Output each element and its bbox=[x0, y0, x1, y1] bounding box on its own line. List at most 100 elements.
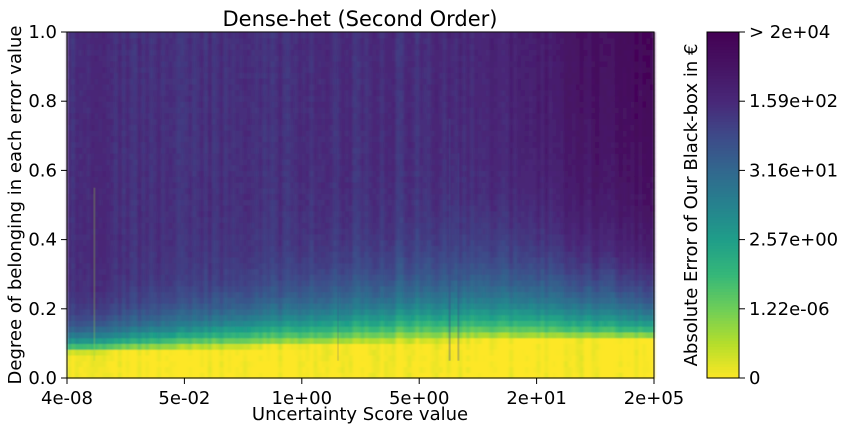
heatmap-cell bbox=[282, 66, 287, 73]
heatmap-cell bbox=[297, 331, 303, 339]
heatmap-cell bbox=[344, 199, 350, 206]
heatmap-cell bbox=[196, 60, 201, 68]
heatmap-cell bbox=[372, 239, 377, 246]
heatmap-cell bbox=[113, 210, 119, 218]
heatmap-cell bbox=[235, 228, 240, 235]
heatmap-cell bbox=[188, 268, 193, 275]
heatmap-cell bbox=[286, 233, 291, 241]
heatmap-cell bbox=[278, 262, 283, 270]
heatmap-cell bbox=[196, 228, 201, 235]
heatmap-cell bbox=[223, 308, 229, 316]
heatmap-cell bbox=[203, 147, 209, 154]
heatmap-cell bbox=[141, 228, 146, 235]
heatmap-cell bbox=[364, 49, 369, 56]
heatmap-cell bbox=[113, 256, 119, 264]
heatmap-cell bbox=[215, 251, 221, 258]
heatmap-cell bbox=[192, 326, 197, 333]
heatmap-cell bbox=[125, 112, 131, 120]
heatmap-cell bbox=[125, 285, 131, 293]
heatmap-cell bbox=[282, 60, 287, 68]
heatmap-cell bbox=[78, 176, 84, 183]
heatmap-cell bbox=[172, 268, 178, 275]
heatmap-cell bbox=[113, 164, 119, 171]
heatmap-cell bbox=[266, 354, 272, 362]
heatmap-cell bbox=[297, 118, 303, 125]
heatmap-cell bbox=[176, 216, 182, 223]
heatmap-cell bbox=[313, 233, 319, 241]
heatmap-cell bbox=[133, 251, 139, 258]
heatmap-cell bbox=[149, 153, 154, 160]
heatmap-cell bbox=[352, 147, 358, 154]
heatmap-cell bbox=[333, 101, 338, 108]
heatmap-cell bbox=[247, 49, 252, 56]
heatmap-cell bbox=[215, 141, 221, 148]
heatmap-cell bbox=[200, 308, 205, 316]
heatmap-cell bbox=[352, 37, 358, 45]
heatmap-cell bbox=[121, 130, 127, 137]
heatmap-cell bbox=[325, 256, 330, 264]
heatmap-cell bbox=[360, 83, 366, 91]
heatmap-cell bbox=[364, 274, 369, 281]
heatmap-cell bbox=[121, 210, 127, 218]
heatmap-cell bbox=[348, 349, 354, 356]
heatmap-cell bbox=[74, 101, 80, 108]
heatmap-cell bbox=[70, 187, 76, 195]
heatmap-cell bbox=[106, 72, 111, 79]
heatmap-cell bbox=[231, 239, 236, 246]
heatmap-cell bbox=[176, 256, 182, 264]
heatmap-cell bbox=[74, 158, 80, 166]
heatmap-cell bbox=[309, 60, 315, 68]
heatmap-cell bbox=[243, 349, 248, 356]
heatmap-cell bbox=[337, 308, 342, 316]
heatmap-cell bbox=[227, 308, 232, 316]
heatmap-cell bbox=[227, 297, 232, 304]
heatmap-cell bbox=[184, 372, 189, 379]
heatmap-cell bbox=[293, 118, 299, 125]
heatmap-cell bbox=[243, 360, 248, 368]
heatmap-cell bbox=[282, 297, 287, 304]
heatmap-cell bbox=[340, 78, 346, 85]
heatmap-cell bbox=[70, 181, 76, 189]
heatmap-cell bbox=[196, 130, 201, 137]
heatmap-cell bbox=[270, 43, 275, 50]
heatmap-cell bbox=[231, 49, 236, 56]
heatmap-cell bbox=[325, 245, 330, 252]
heatmap-cell bbox=[380, 147, 385, 154]
heatmap-cell bbox=[344, 158, 350, 166]
heatmap-cell bbox=[274, 49, 279, 56]
heatmap-cell bbox=[82, 308, 88, 316]
heatmap-cell bbox=[250, 210, 256, 218]
heatmap-cell bbox=[372, 274, 377, 281]
heatmap-cell bbox=[67, 95, 72, 102]
heatmap-cell bbox=[153, 78, 158, 85]
heatmap-cell bbox=[78, 49, 84, 56]
heatmap-cell bbox=[133, 210, 139, 218]
heatmap-cell bbox=[172, 262, 178, 270]
heatmap-cell bbox=[172, 303, 178, 310]
heatmap-cell bbox=[372, 279, 377, 287]
heatmap-cell bbox=[337, 349, 342, 356]
heatmap-cell bbox=[203, 124, 209, 131]
heatmap-cell bbox=[149, 256, 154, 264]
heatmap-cell bbox=[348, 245, 354, 252]
heatmap-cell bbox=[219, 331, 225, 339]
heatmap-cell bbox=[270, 245, 275, 252]
heatmap-cell bbox=[282, 354, 287, 362]
heatmap-cell bbox=[243, 279, 248, 287]
heatmap-cell bbox=[180, 372, 185, 379]
heatmap-cell bbox=[266, 83, 272, 91]
heatmap-cell bbox=[329, 251, 334, 258]
heatmap-cell bbox=[325, 210, 330, 218]
heatmap-cell bbox=[274, 222, 279, 229]
heatmap-cell bbox=[297, 112, 303, 120]
heatmap-cell bbox=[297, 233, 303, 241]
heatmap-cell bbox=[340, 360, 346, 368]
heatmap-cell bbox=[329, 360, 334, 368]
heatmap-cell bbox=[141, 124, 146, 131]
heatmap-cell bbox=[200, 331, 205, 339]
heatmap-cell bbox=[317, 349, 322, 356]
heatmap-cell bbox=[325, 372, 330, 379]
heatmap-cell bbox=[78, 60, 84, 68]
heatmap-cell bbox=[383, 193, 389, 200]
heatmap-cell bbox=[164, 308, 170, 316]
